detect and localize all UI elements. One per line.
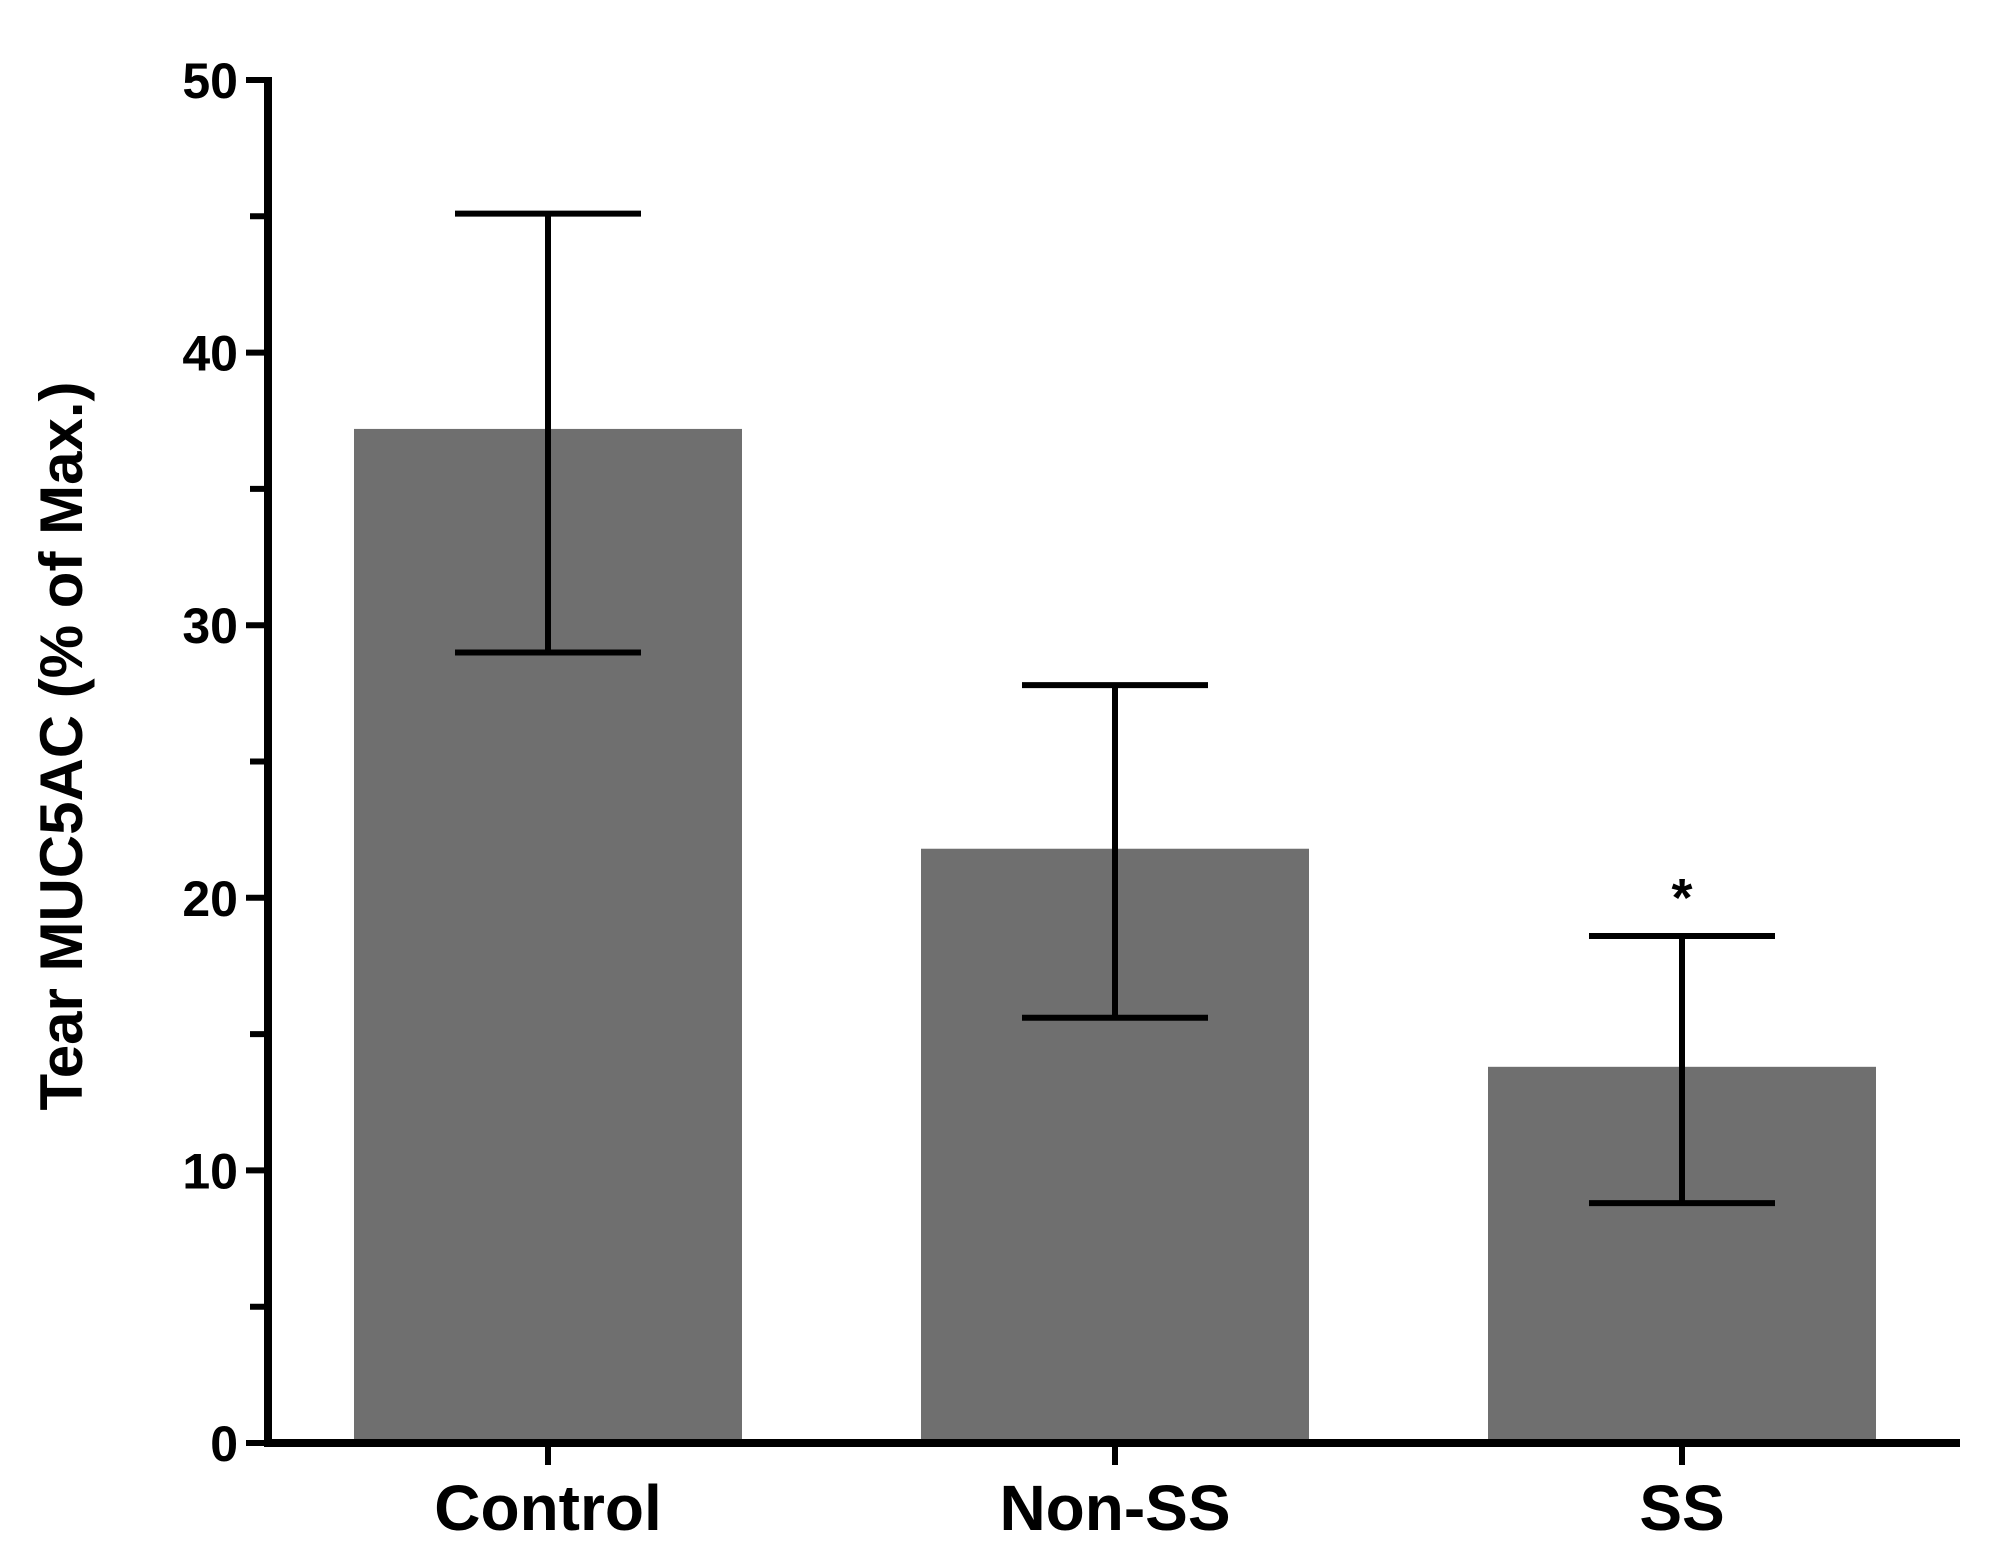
x-tick-label-non-ss: Non-SS bbox=[999, 1472, 1230, 1544]
error-bars-layer bbox=[455, 210, 1775, 1207]
x-tick-label-control: Control bbox=[434, 1472, 662, 1544]
y-tick-label-30: 30 bbox=[182, 598, 238, 654]
significance-marker-ss: * bbox=[1671, 868, 1692, 928]
y-axis-title: Tear MUC5AC (% of Max.) bbox=[28, 382, 95, 1111]
y-tick-label-0: 0 bbox=[210, 1416, 238, 1472]
y-tick-label-10: 10 bbox=[182, 1143, 238, 1199]
y-tick-label-20: 20 bbox=[182, 871, 238, 927]
x-tick-label-ss: SS bbox=[1639, 1472, 1724, 1544]
y-tick-label-40: 40 bbox=[182, 326, 238, 382]
labels-layer: 0 10 20 30 40 50 Control Non-SS SS * bbox=[182, 53, 1724, 1544]
y-tick-label-50: 50 bbox=[182, 53, 238, 109]
axes-layer bbox=[246, 77, 1960, 1465]
